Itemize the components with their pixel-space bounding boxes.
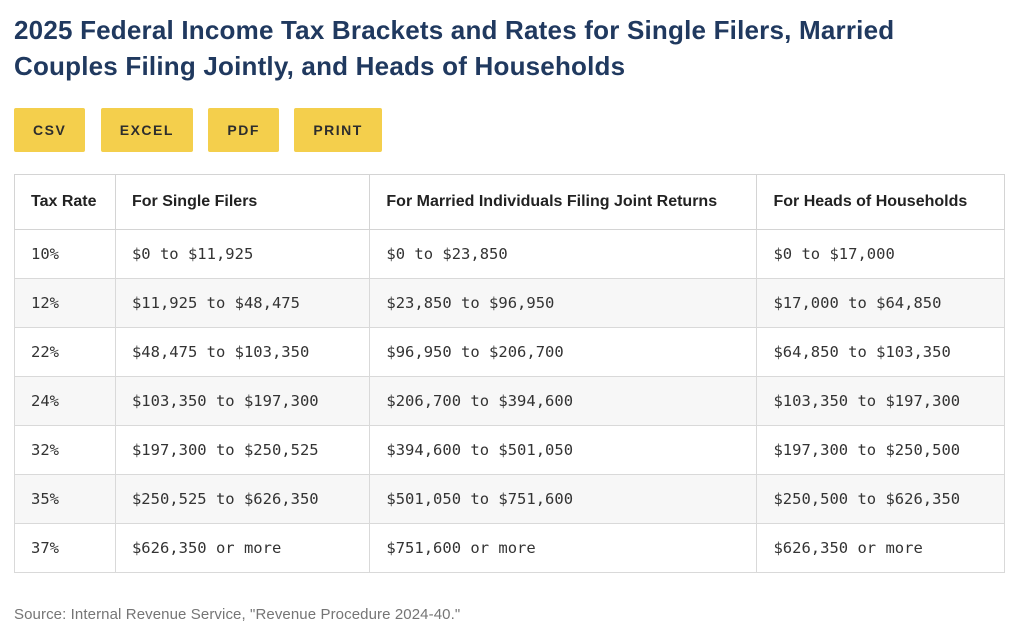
table-header-row: Tax Rate For Single Filers For Married I… xyxy=(14,174,1005,230)
table-cell: $103,350 to $197,300 xyxy=(756,376,1005,426)
table-cell: $626,350 or more xyxy=(114,523,371,573)
table-cell: $103,350 to $197,300 xyxy=(114,376,371,426)
table-cell: $96,950 to $206,700 xyxy=(369,327,758,377)
source-note: Source: Internal Revenue Service, "Reven… xyxy=(14,606,461,623)
table-cell: $501,050 to $751,600 xyxy=(369,474,758,524)
table-row: 32% $197,300 to $250,525 $394,600 to $501,… xyxy=(14,425,1005,475)
table-cell: $626,350 or more xyxy=(756,523,1005,573)
column-header-heads: For Heads of Households xyxy=(756,174,1005,230)
table-cell: 32% xyxy=(14,425,116,475)
table-row: 37% $626,350 or more $751,600 or more $626,… xyxy=(14,523,1005,573)
table-cell: $23,850 to $96,950 xyxy=(369,278,758,328)
table-cell: $17,000 to $64,850 xyxy=(756,278,1005,328)
tax-brackets-table: Tax Rate For Single Filers For Married I… xyxy=(14,174,1005,573)
table-cell: $250,500 to $626,350 xyxy=(756,474,1005,524)
table-row: 10% $0 to $11,925 $0 to $23,850 $0 to $17,0… xyxy=(14,229,1005,279)
table-cell: $394,600 to $501,050 xyxy=(369,425,758,475)
column-header-single: For Single Filers xyxy=(114,174,371,230)
table-cell: $197,300 to $250,500 xyxy=(756,425,1005,475)
table-cell: $11,925 to $48,475 xyxy=(114,278,371,328)
table-cell: $0 to $17,000 xyxy=(756,229,1005,279)
export-toolbar: CSV EXCEL PDF PRINT xyxy=(14,108,1005,152)
table-row: 12% $11,925 to $48,475 $23,850 to $96,950 $… xyxy=(14,278,1005,328)
table-cell: 22% xyxy=(14,327,116,377)
print-button[interactable]: PRINT xyxy=(294,108,382,152)
table-cell: $250,525 to $626,350 xyxy=(114,474,371,524)
table-cell: $64,850 to $103,350 xyxy=(756,327,1005,377)
column-header-tax-rate: Tax Rate xyxy=(14,174,116,230)
table-row: 24% $103,350 to $197,300 $206,700 to $394,… xyxy=(14,376,1005,426)
excel-button[interactable]: EXCEL xyxy=(100,108,193,152)
table-cell: 10% xyxy=(14,229,116,279)
table-row: 35% $250,525 to $626,350 $501,050 to $751,… xyxy=(14,474,1005,524)
table-cell: 12% xyxy=(14,278,116,328)
page-title: 2025 Federal Income Tax Brackets and Rat… xyxy=(14,15,895,81)
csv-button[interactable]: CSV xyxy=(14,108,86,152)
table-cell: $197,300 to $250,525 xyxy=(114,425,371,475)
table-cell: $0 to $11,925 xyxy=(114,229,371,279)
table-cell: 35% xyxy=(14,474,116,524)
table-cell: $48,475 to $103,350 xyxy=(114,327,371,377)
table-cell: $206,700 to $394,600 xyxy=(369,376,758,426)
column-header-married: For Married Individuals Filing Joint Ret… xyxy=(369,174,758,230)
table-cell: 37% xyxy=(14,523,116,573)
table-body: 10% $0 to $11,925 $0 to $23,850 $0 to $17,0… xyxy=(14,229,1005,573)
table-cell: $0 to $23,850 xyxy=(369,229,758,279)
table-row: 22% $48,475 to $103,350 $96,950 to $206,70… xyxy=(14,327,1005,377)
table-cell: 24% xyxy=(14,376,116,426)
pdf-button[interactable]: PDF xyxy=(208,108,279,152)
table-cell: $751,600 or more xyxy=(369,523,758,573)
